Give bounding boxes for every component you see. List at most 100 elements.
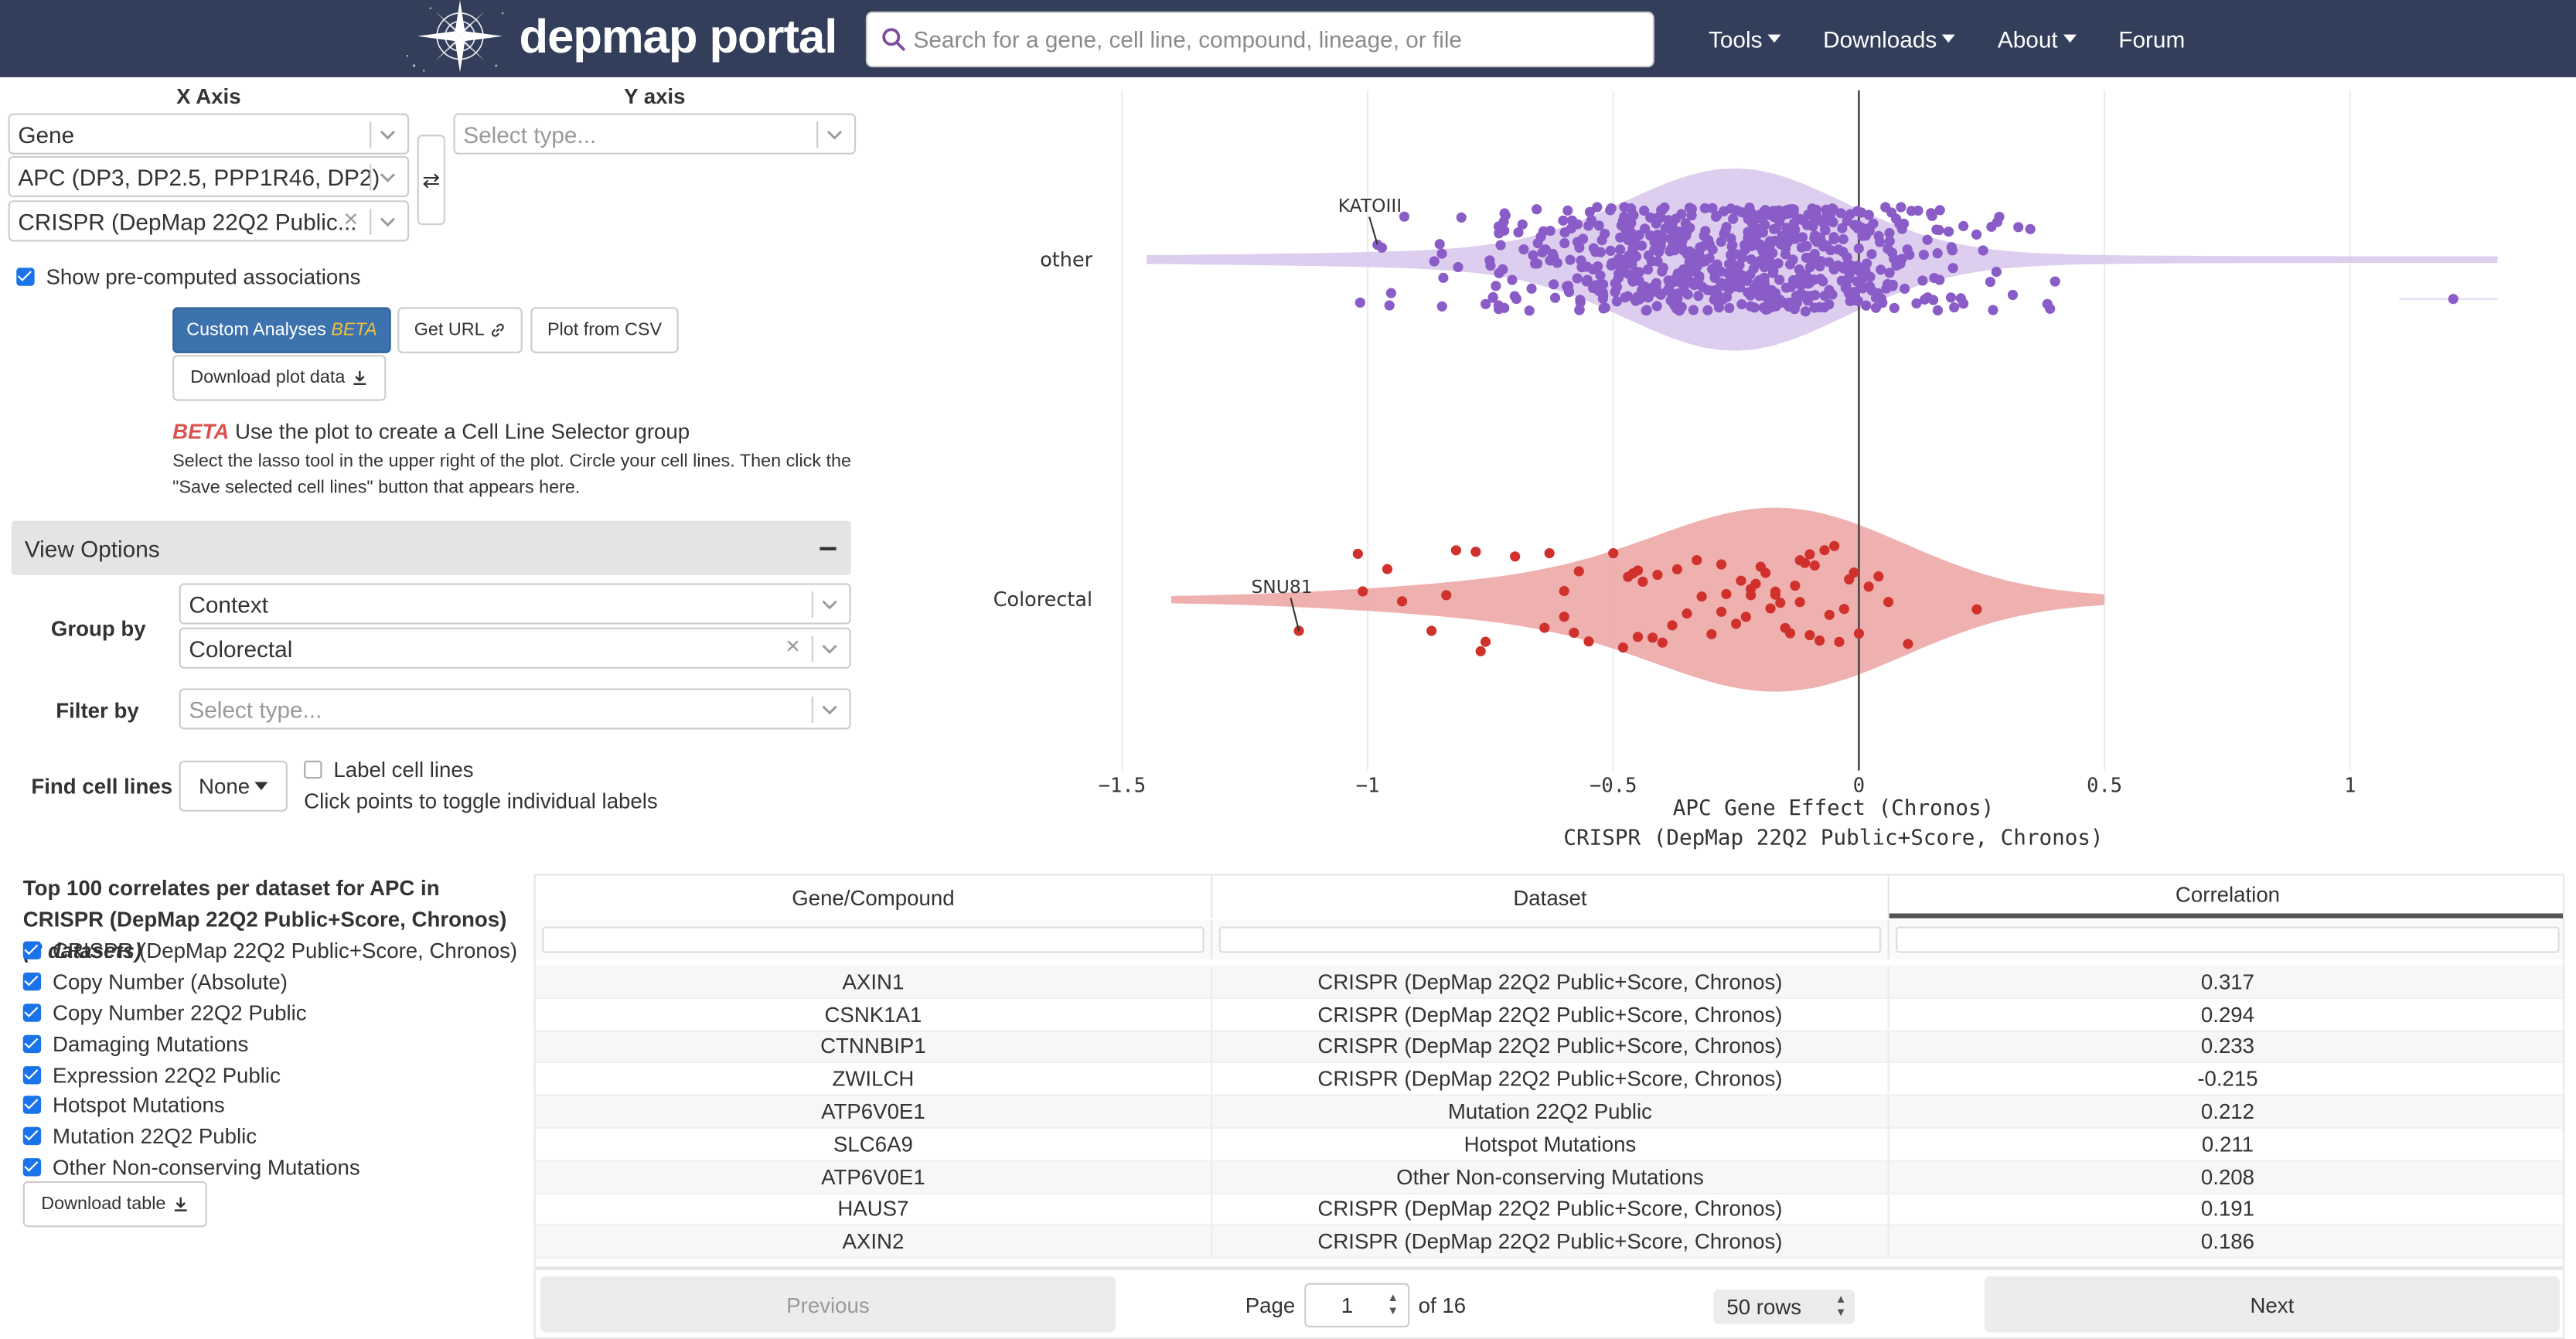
point-other[interactable] [1694,254,1705,265]
point-other[interactable] [1780,249,1791,260]
point-other[interactable] [1827,203,1838,214]
point-other[interactable] [1532,204,1542,215]
point-other[interactable] [1896,254,1907,264]
point-other[interactable] [1743,233,1753,244]
download-plot-data-button[interactable]: Download plot data [172,355,387,401]
point-other[interactable] [1861,300,1872,311]
point-colorectal[interactable] [1382,564,1393,574]
point-other[interactable] [1790,233,1801,244]
table-row[interactable]: HAUS7 CRISPR (DepMap 22Q2 Public+Score, C… [535,1193,2563,1227]
point-other[interactable] [2050,276,2060,287]
point-colorectal[interactable] [1657,637,1668,648]
point-other[interactable] [1572,219,1583,230]
point-other[interactable] [1611,296,1622,307]
point-colorectal[interactable] [1824,609,1835,620]
point-colorectal[interactable] [1814,635,1825,646]
point-other[interactable] [1971,229,1982,240]
point-other[interactable] [1481,298,1491,309]
point-other[interactable] [1385,288,1396,298]
point-other[interactable] [1900,283,1910,295]
point-other[interactable] [1852,276,1862,287]
point-other[interactable] [1917,275,1928,286]
point-other[interactable] [1774,274,1785,285]
point-colorectal[interactable] [1696,591,1707,602]
point-other[interactable] [1748,263,1759,274]
point-other[interactable] [1549,292,1561,303]
point-colorectal[interactable] [1539,622,1550,633]
point-other[interactable] [1574,304,1585,315]
point-colorectal[interactable] [1647,632,1658,643]
point-other[interactable] [1487,292,1498,303]
point-colorectal[interactable] [1794,597,1805,608]
point-other[interactable] [1688,305,1699,315]
point-other[interactable] [1694,271,1705,281]
point-other[interactable] [1818,276,1828,287]
point-other[interactable] [1517,219,1528,230]
point-other[interactable] [1565,254,1576,265]
page-number-input[interactable]: 1 ▲ ▼ [1305,1283,1411,1327]
global-search[interactable] [865,11,1654,68]
point-other[interactable] [1693,291,1704,302]
point-colorectal[interactable] [1637,576,1648,588]
point-other[interactable] [1793,278,1804,289]
point-other-labeled[interactable] [1372,240,1383,250]
point-other[interactable] [1759,272,1770,283]
rows-per-page-select[interactable]: 50 rows ▲ ▼ [1713,1290,1855,1324]
point-other[interactable] [1750,240,1761,250]
point-other[interactable] [1654,211,1666,222]
cell-gene[interactable]: CTNNBIP1 [536,1031,1213,1062]
point-other[interactable] [1592,202,1603,213]
point-colorectal[interactable] [1475,646,1486,656]
point-other[interactable] [1745,301,1756,312]
point-other[interactable] [1918,249,1929,261]
point-other[interactable] [1849,291,1860,302]
point-other[interactable] [1518,244,1529,255]
point-other[interactable] [1775,239,1786,250]
point-other[interactable] [1684,257,1695,267]
point-colorectal[interactable] [1834,636,1845,647]
point-other[interactable] [1804,261,1815,272]
point-other[interactable] [1716,237,1726,247]
point-other[interactable] [1552,257,1562,268]
point-other[interactable] [1795,288,1807,299]
point-other[interactable] [1572,273,1583,284]
point-other[interactable] [1881,283,1892,294]
point-other[interactable] [1593,220,1604,231]
point-colorectal[interactable] [1692,554,1702,566]
point-other[interactable] [1499,208,1510,219]
point-colorectal[interactable] [1706,629,1717,639]
filter-by-select[interactable]: Select type... [179,688,851,730]
point-other[interactable] [1991,267,2002,278]
point-other[interactable] [1828,232,1839,243]
cell-gene[interactable]: CSNK1A1 [536,998,1213,1030]
point-colorectal[interactable] [1682,608,1692,619]
point-other[interactable] [1726,233,1736,244]
point-other[interactable] [1809,302,1820,313]
point-other[interactable] [1978,245,1988,256]
data-points[interactable] [1293,202,2458,656]
point-other[interactable] [1622,291,1634,302]
point-other[interactable] [1576,255,1586,266]
point-other[interactable] [1509,291,1520,302]
point-other[interactable] [1634,294,1645,305]
point-other[interactable] [1611,256,1623,267]
point-other[interactable] [1668,295,1679,305]
point-other[interactable] [1852,220,1863,230]
point-other[interactable] [1876,264,1886,275]
point-other[interactable] [1709,268,1720,280]
point-other[interactable] [1820,225,1831,236]
group-context-select[interactable]: Colorectal × [179,627,851,669]
point-colorectal[interactable] [1480,636,1491,647]
clear-icon[interactable]: × [343,205,359,233]
point-other[interactable] [1639,205,1650,216]
point-colorectal[interactable] [1608,548,1619,559]
point-other[interactable] [1922,234,1933,245]
point-other[interactable] [1498,216,1509,227]
dataset-checkbox[interactable]: Copy Number (Absolute) [22,966,517,997]
point-other[interactable] [1676,209,1687,220]
cell-gene[interactable]: HAUS7 [536,1193,1213,1225]
point-other[interactable] [1931,224,1942,235]
dataset-checkbox[interactable]: Copy Number 22Q2 Public [22,997,517,1027]
point-other[interactable] [1934,205,1945,216]
point-other[interactable] [1805,291,1816,302]
